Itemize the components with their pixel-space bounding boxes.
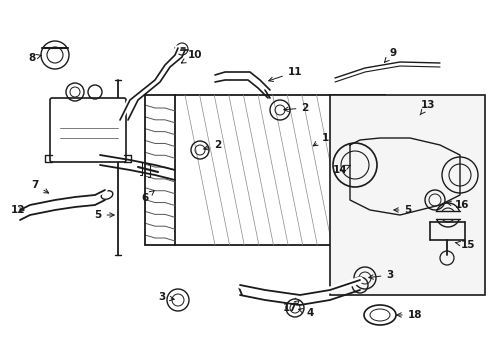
Text: 7: 7 bbox=[31, 180, 49, 193]
Text: 11: 11 bbox=[268, 67, 302, 81]
Text: 16: 16 bbox=[446, 200, 468, 210]
Text: 14: 14 bbox=[332, 165, 349, 175]
Text: 4: 4 bbox=[298, 308, 313, 318]
Text: 18: 18 bbox=[396, 310, 421, 320]
Text: 9: 9 bbox=[384, 48, 396, 62]
Text: 3: 3 bbox=[368, 270, 393, 280]
Text: 8: 8 bbox=[28, 53, 41, 63]
FancyBboxPatch shape bbox=[50, 98, 126, 162]
Text: 2: 2 bbox=[283, 103, 308, 113]
Bar bbox=[329, 95, 484, 295]
Text: 5: 5 bbox=[393, 205, 411, 215]
Text: 2: 2 bbox=[203, 140, 221, 150]
Text: 13: 13 bbox=[419, 100, 434, 115]
Text: 1: 1 bbox=[313, 133, 328, 146]
Text: 6: 6 bbox=[141, 191, 154, 203]
Text: 5: 5 bbox=[94, 210, 114, 220]
Text: 12: 12 bbox=[11, 205, 25, 215]
Text: 17: 17 bbox=[282, 300, 299, 313]
Text: 3: 3 bbox=[158, 292, 174, 302]
Text: 15: 15 bbox=[454, 240, 474, 250]
Text: 10: 10 bbox=[181, 50, 202, 63]
